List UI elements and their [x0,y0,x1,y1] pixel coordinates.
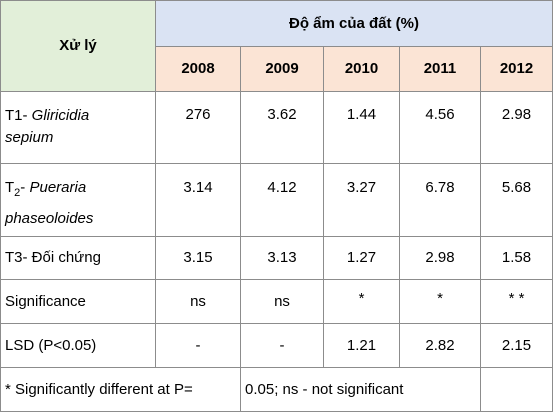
table-cell: * [399,279,481,324]
row-label-species: sepium [5,129,54,146]
empty-cell [480,367,553,412]
row-label-species: phaseoloides [5,210,94,227]
year-header: 2009 [240,46,324,92]
table-cell: 2.98 [399,236,481,280]
row-label-prefix: T1- [5,107,32,124]
footnote: 0.05; ns - not significant [240,367,481,412]
table-cell: - [240,323,324,368]
group-header: Độ ẩm của đất (%) [155,0,553,47]
row-label: Significance [0,279,156,324]
row-header-label: Xử lý [0,0,156,92]
row-label: T3- Đối chứng [0,236,156,280]
table-cell: 4.12 [240,163,324,237]
table-cell: 2.15 [480,323,553,368]
year-header: 2012 [480,46,553,92]
table-cell: 1.21 [323,323,400,368]
table-cell: * [323,279,400,324]
row-label-subscript: 2 [14,187,21,199]
table-cell: 3.62 [240,91,324,164]
table-cell: 276 [155,91,241,164]
table-cell: 2.98 [480,91,553,164]
footnote: * Significantly different at P= [0,367,241,412]
table-cell: - [155,323,241,368]
row-label-species: Gliricidia [31,107,90,124]
row-label: T1- Gliricidia sepium [0,91,156,164]
table-cell: * * [480,279,553,324]
table-cell: 4.56 [399,91,481,164]
table-cell: 3.15 [155,236,241,280]
row-label-species: Pueraria [29,179,87,196]
table-cell: 5.68 [480,163,553,237]
row-label-prefix: T [5,179,15,196]
table-cell: 1.27 [323,236,400,280]
table-cell: 1.58 [480,236,553,280]
row-label: T2- Pueraria phaseoloides [0,163,156,237]
table-cell: ns [240,279,324,324]
table-cell: ns [155,279,241,324]
year-header: 2010 [323,46,400,92]
table-cell: 6.78 [399,163,481,237]
row-label: LSD (P<0.05) [0,323,156,368]
table-cell: 3.14 [155,163,241,237]
table-cell: 1.44 [323,91,400,164]
table-cell: 3.27 [323,163,400,237]
table-cell: 3.13 [240,236,324,280]
table-cell: 2.82 [399,323,481,368]
row-label-dash: - [20,179,30,196]
year-header: 2008 [155,46,241,92]
year-header: 2011 [399,46,481,92]
